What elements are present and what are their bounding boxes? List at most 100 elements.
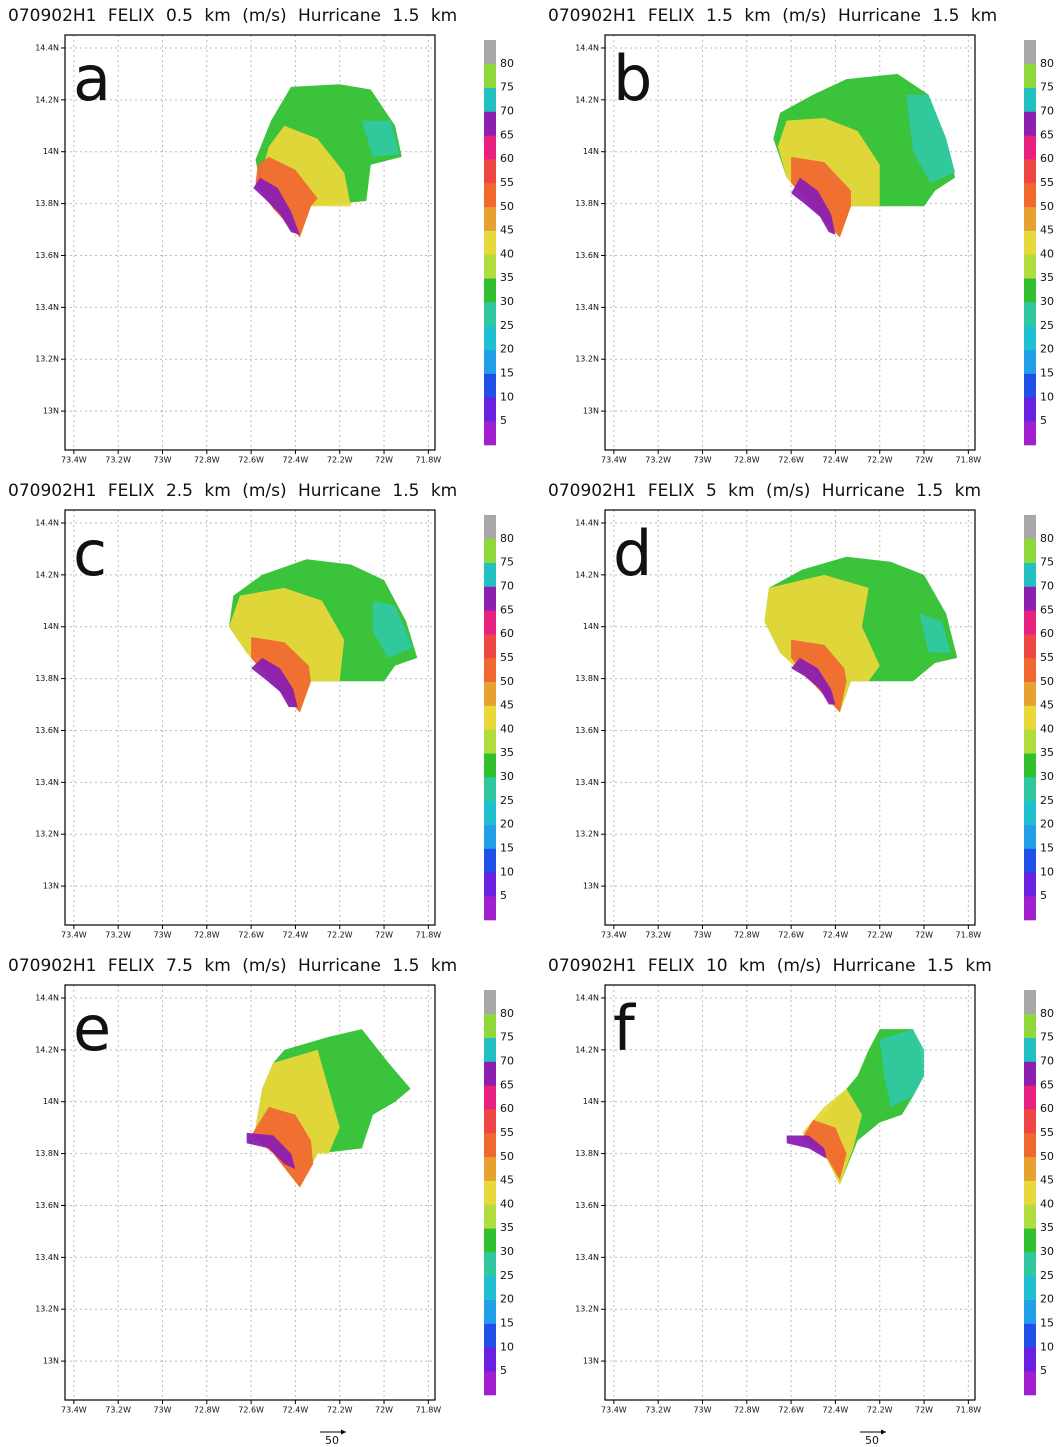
colorbar-bin (484, 1132, 496, 1158)
colorbar-bin (484, 254, 496, 279)
colorbar-label: 65 (1040, 1078, 1054, 1091)
panel-title: 070902H1 FELIX 2.5 km (m/s) Hurricane 1.… (8, 481, 457, 501)
colorbar-label: 20 (500, 818, 514, 831)
colorbar-bin (484, 705, 496, 730)
colorbar-label: 40 (1040, 247, 1054, 260)
y-tick-label: 13.6N (575, 251, 599, 260)
colorbar-bin (1024, 1228, 1036, 1253)
colorbar-bin (1024, 1037, 1036, 1062)
colorbar-label: 45 (500, 224, 514, 237)
colorbar-bin (1024, 1156, 1036, 1181)
y-tick-label: 14N (43, 1097, 59, 1106)
wind-region (255, 156, 318, 238)
colorbar-bin (484, 397, 496, 422)
colorbar-bin (484, 40, 496, 65)
colorbar-bin (484, 1109, 496, 1134)
colorbar-bin (1024, 135, 1036, 160)
colorbar-bin (484, 610, 496, 635)
colorbar-label: 25 (500, 1269, 514, 1282)
y-tick-label: 13.4N (35, 303, 59, 312)
colorbar-bin (484, 1180, 496, 1205)
colorbar-bin (1024, 515, 1036, 540)
colorbar-bin (1024, 111, 1036, 136)
x-tick-label: 72.8W (734, 456, 760, 465)
reference-arrowhead (341, 1429, 346, 1435)
colorbar-bin (484, 824, 496, 849)
colorbar-label: 30 (1040, 770, 1054, 783)
plot-frame (604, 984, 976, 1401)
y-tick-label: 13N (43, 1357, 59, 1366)
panel-title: 070902H1 FELIX 7.5 km (m/s) Hurricane 1.… (8, 956, 457, 976)
y-tick-label: 13.6N (575, 726, 599, 735)
y-tick-label: 14.2N (35, 570, 59, 579)
colorbar-label: 35 (1040, 271, 1054, 284)
colorbar-label: 20 (500, 343, 514, 356)
colorbar-bin (484, 182, 496, 208)
colorbar-bin (484, 87, 496, 112)
wind-region (253, 177, 300, 235)
colorbar-label: 50 (1040, 200, 1054, 213)
colorbar-label: 60 (1040, 1102, 1054, 1115)
colorbar-bin (1024, 705, 1036, 730)
plot-frame (64, 509, 436, 926)
colorbar-label: 70 (1040, 1054, 1054, 1067)
colorbar-bin (1024, 1180, 1036, 1205)
colorbar-label: 75 (500, 1031, 514, 1044)
colorbar-label: 50 (1040, 1150, 1054, 1163)
x-tick-label: 71.8W (955, 456, 981, 465)
y-tick-label: 14.4N (575, 993, 599, 1002)
colorbar-bin (1024, 206, 1036, 231)
colorbar-label: 20 (1040, 1293, 1054, 1306)
colorbar-label: 25 (1040, 794, 1054, 807)
y-tick-label: 13.2N (35, 830, 59, 839)
x-tick-label: 73W (153, 1406, 171, 1415)
colorbar-label: 60 (500, 627, 514, 640)
colorbar-bin (484, 896, 496, 921)
x-tick-label: 72.8W (194, 456, 220, 465)
colorbar-bin (484, 586, 496, 611)
x-tick-label: 72.2W (327, 931, 353, 940)
colorbar-label: 40 (500, 247, 514, 260)
x-tick-label: 72.8W (194, 931, 220, 940)
colorbar-label: 15 (1040, 1317, 1054, 1330)
colorbar-label: 55 (1040, 176, 1054, 189)
x-tick-label: 73W (153, 931, 171, 940)
colorbar-label: 50 (500, 1150, 514, 1163)
colorbar-bin (484, 278, 496, 303)
x-tick-label: 72.6W (778, 931, 804, 940)
y-tick-label: 13.6N (35, 726, 59, 735)
colorbar-label: 45 (1040, 224, 1054, 237)
colorbar-bin (484, 135, 496, 160)
x-tick-label: 73.4W (601, 1406, 627, 1415)
y-tick-label: 13.8N (35, 674, 59, 683)
colorbar-label: 50 (500, 200, 514, 213)
colorbar-bin (1024, 1299, 1036, 1324)
colorbar-bin (1024, 1323, 1036, 1348)
colorbar-label: 15 (1040, 842, 1054, 855)
x-tick-label: 73.2W (645, 1406, 671, 1415)
wind-region (791, 177, 836, 235)
colorbar-bin (1024, 824, 1036, 849)
x-tick-label: 72.6W (778, 1406, 804, 1415)
colorbar-bin (1024, 872, 1036, 897)
colorbar-bin (484, 159, 496, 184)
colorbar-bin (484, 729, 496, 754)
colorbar-label: 50 (1040, 675, 1054, 688)
colorbar-label: 55 (500, 651, 514, 664)
colorbar-bin (1024, 349, 1036, 374)
colorbar-label: 20 (500, 1293, 514, 1306)
y-tick-label: 14N (43, 147, 59, 156)
colorbar-bin (1024, 990, 1036, 1015)
x-tick-label: 72W (375, 931, 393, 940)
wind-region (246, 1132, 296, 1170)
colorbar-bin (484, 1061, 496, 1086)
colorbar-label: 10 (500, 390, 514, 403)
x-tick-label: 73.4W (61, 456, 87, 465)
y-tick-label: 13.6N (575, 1201, 599, 1210)
colorbar-label: 25 (500, 319, 514, 332)
colorbar-label: 35 (500, 746, 514, 759)
colorbar-bin (1024, 800, 1036, 826)
colorbar-label: 35 (500, 271, 514, 284)
wind-region (879, 1029, 925, 1107)
colorbar-label: 15 (500, 842, 514, 855)
